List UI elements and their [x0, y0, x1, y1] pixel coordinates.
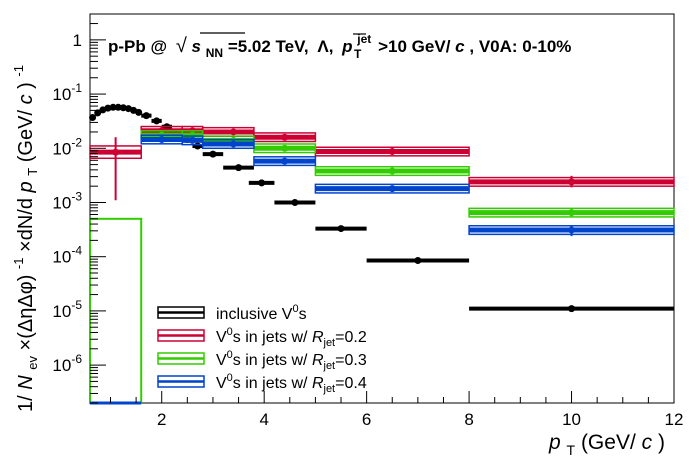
data-point	[281, 157, 289, 165]
inclusive-point	[142, 112, 150, 120]
legend-entry-inclusive: inclusive V0s	[157, 303, 307, 323]
y-tick-label: 10-4	[52, 244, 82, 267]
x-tick-label: 4	[259, 410, 268, 429]
inclusive-point	[135, 108, 143, 116]
y-tick-label: 10-1	[52, 81, 82, 104]
inclusive-point	[153, 117, 161, 125]
inclusive-point	[235, 164, 243, 172]
y-tick-label: 10-2	[52, 135, 82, 158]
legend-label-r03: V0s in jets w/ Rjet=0.3	[216, 349, 367, 372]
inclusive-point	[209, 150, 217, 158]
y-tick-label: 1	[73, 31, 82, 50]
x-tick-label: 8	[464, 410, 473, 429]
inclusive-point	[337, 225, 345, 233]
legend-entry-r04: V0s in jets w/ Rjet=0.4	[157, 372, 367, 395]
data-series	[89, 103, 675, 405]
inclusive-point	[114, 103, 122, 111]
data-point	[281, 144, 289, 152]
inclusive-point	[568, 305, 576, 313]
data-point	[281, 133, 289, 141]
data-point	[188, 136, 196, 144]
data-point	[388, 185, 396, 193]
series-3	[140, 134, 675, 237]
legend-entry-r03: V0s in jets w/ Rjet=0.3	[157, 349, 367, 372]
inclusive-point	[194, 142, 202, 150]
data-point	[388, 167, 396, 175]
x-tick-label: 6	[362, 410, 371, 429]
series-2	[89, 130, 675, 404]
data-point	[388, 148, 396, 156]
data-point	[229, 128, 237, 136]
inclusive-point	[94, 109, 102, 117]
legend: inclusive V0s V0s in jets w/ Rjet=0.2 V0…	[157, 303, 367, 395]
y-tick-label: 10-6	[52, 352, 82, 375]
y-axis-label: 1/ N ev ×(ΔηΔφ) -1 ×dN/d p T (GeV/ c ) -…	[6, 65, 42, 412]
data-point	[112, 148, 120, 156]
inclusive-point	[258, 179, 266, 187]
data-point	[158, 136, 166, 144]
legend-entry-r02: V0s in jets w/ Rjet=0.2	[157, 326, 367, 349]
chart-title: p-Pb @ √ s NN =5.02 TeV, Λ, p jet T >10 …	[108, 28, 571, 62]
inclusive-point	[414, 257, 422, 265]
legend-label-r02: V0s in jets w/ Rjet=0.2	[216, 326, 367, 349]
data-point	[188, 131, 196, 139]
x-tick-label: 2	[157, 410, 166, 429]
x-tick-label: 12	[665, 410, 684, 429]
legend-label-inclusive: inclusive V0s	[216, 303, 307, 323]
data-point	[568, 226, 576, 234]
axes: 2 4 6 8 10 12 1 10-1 10-2 10-3 10-4 10-5 10-6	[52, 13, 684, 429]
y-tick-label: 10-5	[52, 298, 82, 321]
legend-label-r04: V0s in jets w/ Rjet=0.4	[216, 372, 367, 395]
y-tick-label: 10-3	[52, 189, 82, 212]
inclusive-point	[291, 198, 299, 206]
x-tick-label: 10	[562, 410, 581, 429]
inclusive-point	[109, 103, 117, 111]
data-point	[568, 178, 576, 186]
data-point	[229, 140, 237, 148]
data-point	[568, 209, 576, 217]
x-axis-label: p T (GeV/ c )	[548, 431, 665, 460]
